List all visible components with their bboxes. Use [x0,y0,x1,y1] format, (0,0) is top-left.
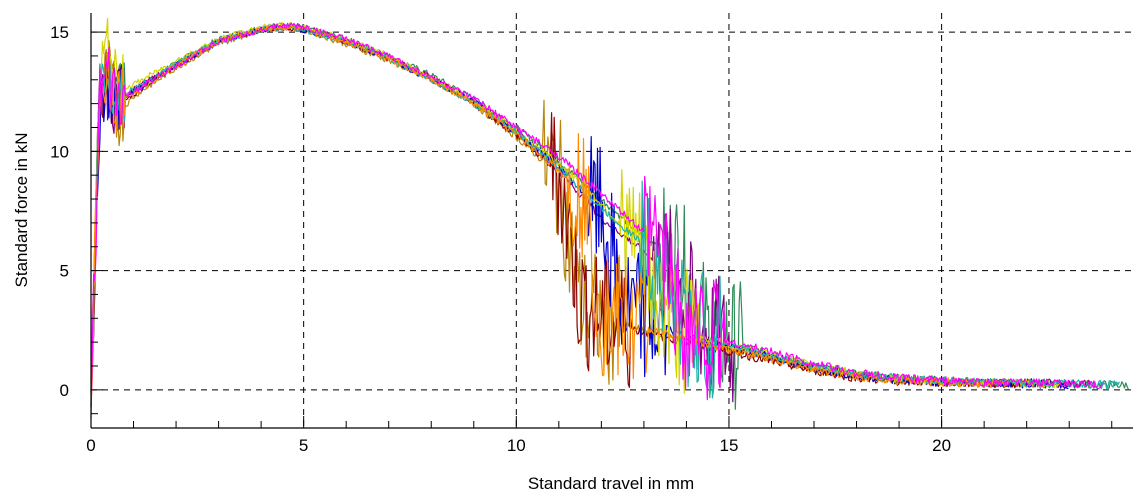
x-tick-label: 5 [299,436,308,455]
y-axis-label: Standard force in kN [12,133,31,288]
y-tick-label: 0 [60,381,69,400]
y-tick-label: 10 [50,142,69,161]
y-tick-label: 5 [60,262,69,281]
axis-layer: 0 5 10 15 20 0 5 10 15 [50,13,1133,455]
x-tick-label: 20 [932,436,951,455]
x-axis-label: Standard travel in mm [528,474,694,493]
y-tick-label: 15 [50,23,69,42]
series-line-7 [90,24,1120,399]
x-tick-label: 10 [507,436,526,455]
x-tick-label: 15 [719,436,738,455]
series-layer [90,17,1129,419]
series-line-6 [90,17,1060,394]
series-line-8 [90,24,1006,406]
x-tick-label: 0 [86,436,95,455]
series-line-9 [90,22,1103,419]
series-line-4 [90,24,1027,394]
